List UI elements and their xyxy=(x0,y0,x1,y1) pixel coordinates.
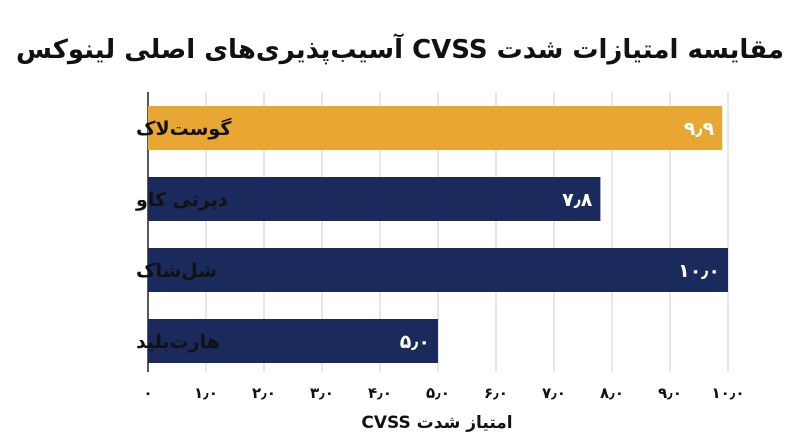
data-label: ۱۰٫۰ xyxy=(678,260,720,282)
x-tick-label: ۰ xyxy=(143,384,152,402)
x-tick-label: ۱۰٫۰ xyxy=(711,384,744,402)
bar xyxy=(148,248,728,292)
data-label: ۵٫۰ xyxy=(400,331,430,353)
x-axis-title: امتیاز شدت CVSS xyxy=(361,413,512,433)
category-label: گوست‌لاک xyxy=(136,117,232,140)
data-label: ۷٫۸ xyxy=(562,189,593,211)
x-tick-label: ۳٫۰ xyxy=(310,384,334,402)
bar xyxy=(148,106,723,150)
x-tick-labels: ۰ ۱٫۰ ۲٫۰ ۳٫۰ ۴٫۰ ۵٫۰ ۶٫۰ ۷٫۰ ۸٫۰ ۹٫۰ ۱۰٫۰ xyxy=(143,384,744,402)
x-tick-label: ۵٫۰ xyxy=(426,384,450,402)
category-labels: گوست‌لاک دیرتی کاو شل‌شاک هارت‌بلید xyxy=(135,117,232,353)
x-tick-label: ۲٫۰ xyxy=(252,384,276,402)
x-tick-label: ۹٫۰ xyxy=(658,384,682,402)
bars: ۹٫۹ ۷٫۸ ۱۰٫۰ ۵٫۰ xyxy=(148,106,728,363)
category-label: هارت‌بلید xyxy=(136,331,220,353)
category-label: دیرتی کاو xyxy=(135,189,228,211)
x-tick-label: ۶٫۰ xyxy=(484,384,508,402)
x-tick-label: ۱٫۰ xyxy=(194,384,218,402)
x-tick-label: ۴٫۰ xyxy=(368,384,392,402)
x-tick-label: ۸٫۰ xyxy=(600,384,624,402)
bar xyxy=(148,319,438,363)
x-tick-label: ۷٫۰ xyxy=(542,384,566,402)
data-label: ۹٫۹ xyxy=(684,118,715,140)
chart-title: مقایسه امتیازات شدت CVSS آسیب‌پذیری‌های … xyxy=(16,33,784,65)
category-label: شل‌شاک xyxy=(136,260,217,282)
bar xyxy=(148,177,601,221)
